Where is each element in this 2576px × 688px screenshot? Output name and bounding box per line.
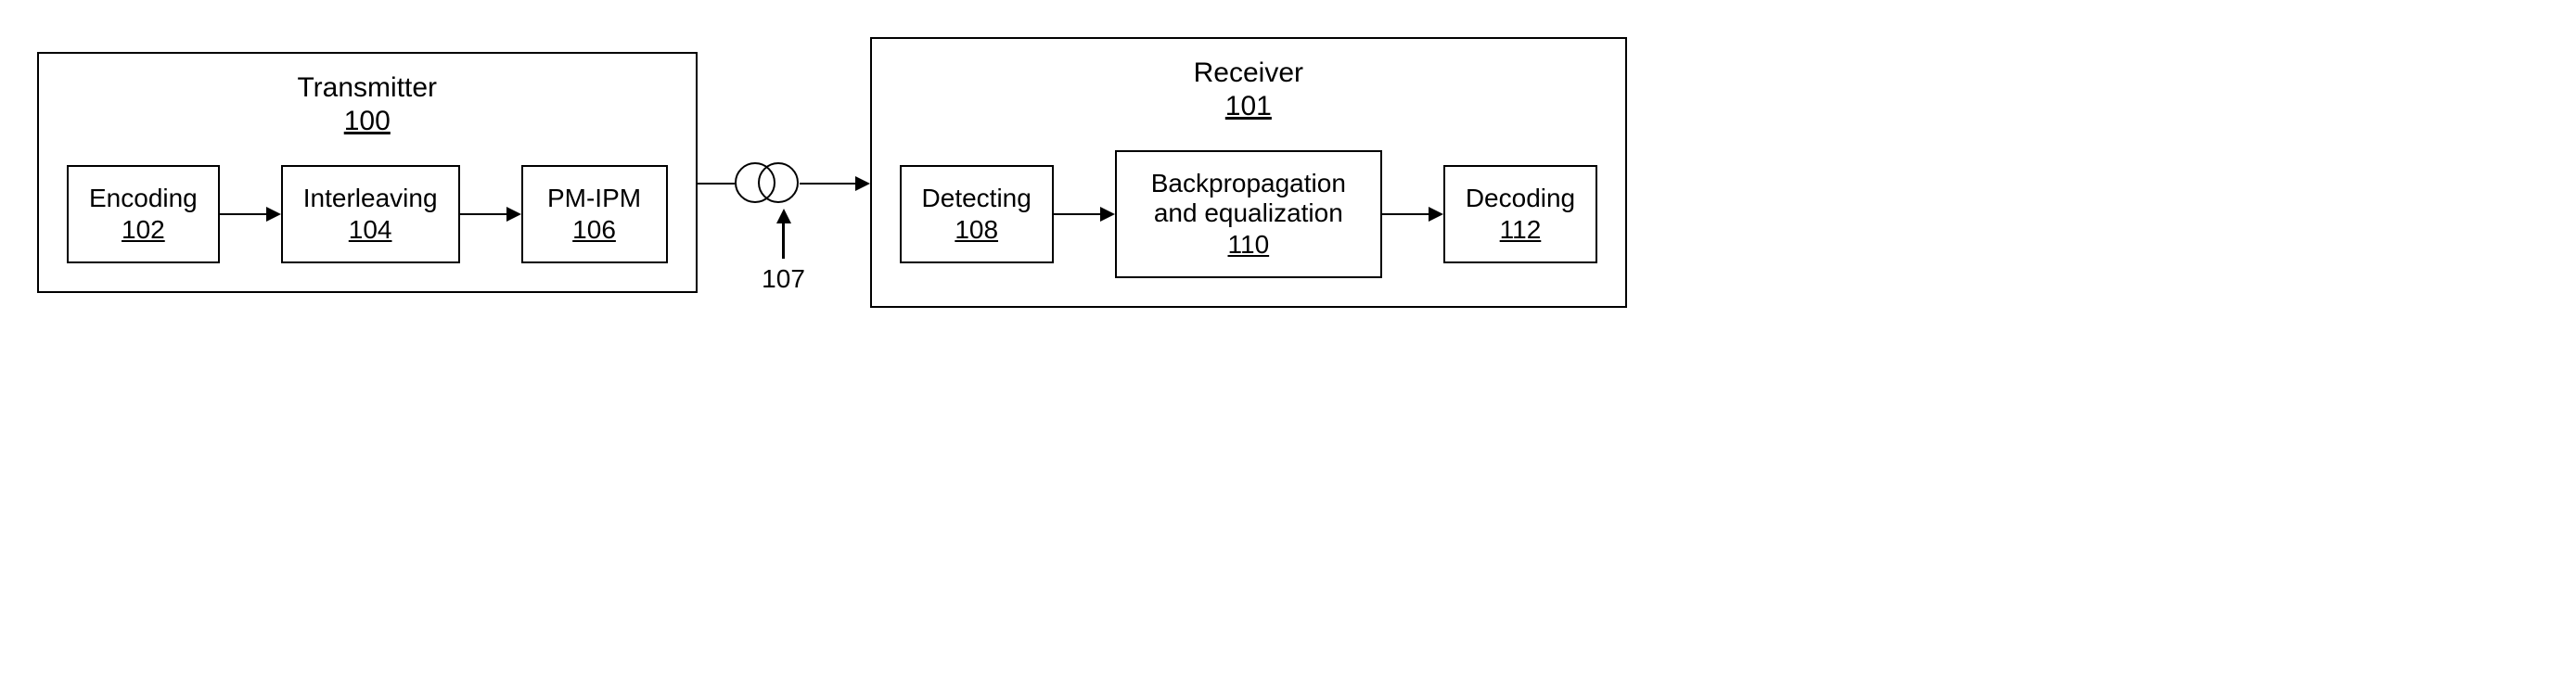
transmitter-number: 100 xyxy=(344,106,391,137)
interleaving-label: Interleaving xyxy=(303,184,438,213)
arrow-icon xyxy=(1054,207,1115,222)
block-diagram: Transmitter 100 Encoding 102 Interleavin… xyxy=(37,37,2539,308)
decoding-number: 112 xyxy=(1466,215,1575,245)
receiver-row: Detecting 108 Backpropagation and equali… xyxy=(900,150,1598,278)
transmitter-row: Encoding 102 Interleaving 104 PM-IPM 106 xyxy=(67,165,668,263)
interleaving-number: 104 xyxy=(303,215,438,245)
channel-icon xyxy=(735,162,800,205)
receiver-number: 101 xyxy=(1225,91,1272,122)
encoding-block: Encoding 102 xyxy=(67,165,220,263)
pm-ipm-label: PM-IPM xyxy=(544,184,646,213)
detecting-block: Detecting 108 xyxy=(900,165,1054,263)
arrow-icon xyxy=(800,176,870,191)
interleaving-block: Interleaving 104 xyxy=(281,165,460,263)
channel-label: 107 xyxy=(762,209,805,294)
detecting-number: 108 xyxy=(922,215,1032,245)
arrow-up-icon xyxy=(776,209,791,223)
detecting-label: Detecting xyxy=(922,184,1032,213)
receiver-title: Receiver xyxy=(1194,57,1303,89)
arrow-icon xyxy=(460,207,521,222)
decoding-label: Decoding xyxy=(1466,184,1575,213)
encoding-label: Encoding xyxy=(89,184,198,213)
channel-row xyxy=(698,162,870,205)
transmitter-box: Transmitter 100 Encoding 102 Interleavin… xyxy=(37,52,698,293)
backprop-label: Backpropagation and equalization xyxy=(1137,169,1360,228)
pm-ipm-block: PM-IPM 106 xyxy=(521,165,668,263)
decoding-block: Decoding 112 xyxy=(1443,165,1597,263)
arrow-icon xyxy=(698,183,735,185)
channel-number: 107 xyxy=(762,264,805,294)
arrow-icon xyxy=(1382,207,1443,222)
receiver-box: Receiver 101 Detecting 108 Backpropagati… xyxy=(870,37,1628,308)
arrow-icon xyxy=(220,207,281,222)
encoding-number: 102 xyxy=(89,215,198,245)
backprop-block: Backpropagation and equalization 110 xyxy=(1115,150,1382,278)
channel-section: 107 xyxy=(698,162,870,294)
pm-ipm-number: 106 xyxy=(544,215,646,245)
backprop-number: 110 xyxy=(1137,230,1360,260)
transmitter-title: Transmitter xyxy=(297,72,437,104)
